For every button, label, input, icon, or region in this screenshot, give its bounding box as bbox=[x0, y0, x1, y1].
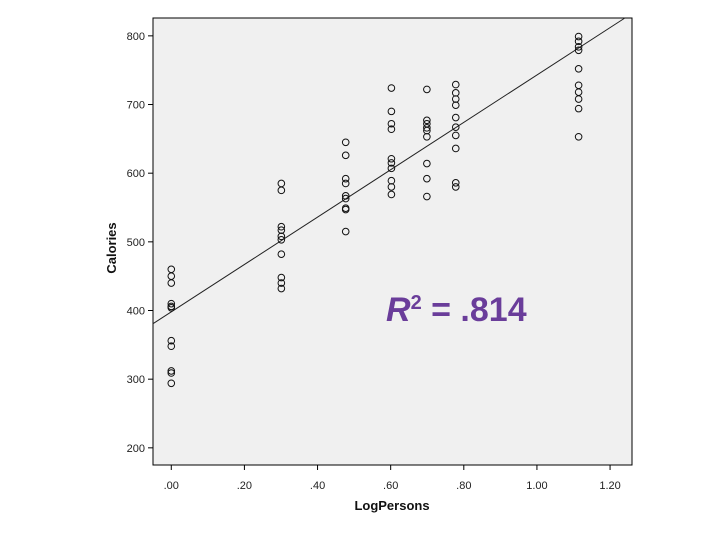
x-tick-label: 1.00 bbox=[526, 480, 547, 492]
data-point bbox=[423, 192, 431, 201]
x-axis: .00 .20 .40 .60 .80 1.00 1.20 bbox=[164, 465, 621, 492]
data-point bbox=[451, 178, 460, 187]
data-point bbox=[574, 43, 583, 51]
data-point bbox=[387, 107, 396, 116]
data-point bbox=[387, 84, 396, 92]
x-tick-label: 1.20 bbox=[599, 480, 620, 492]
data-point bbox=[387, 154, 396, 163]
data-point bbox=[167, 303, 176, 312]
data-point bbox=[277, 222, 286, 231]
data-point bbox=[277, 250, 286, 259]
y-tick-label: 800 bbox=[127, 31, 145, 43]
data-point bbox=[574, 46, 583, 55]
plot-area bbox=[152, 17, 633, 466]
data-point bbox=[277, 273, 286, 282]
data-point bbox=[167, 279, 176, 287]
r-superscript: 2 bbox=[411, 292, 422, 314]
r-squared-annotation: R2 = .814 bbox=[386, 291, 527, 329]
data-point bbox=[451, 80, 460, 89]
data-point bbox=[423, 124, 431, 132]
y-axis: 200 300 400 500 600 700 800 bbox=[127, 31, 153, 455]
y-tick-label: 600 bbox=[127, 168, 145, 180]
data-point bbox=[167, 379, 176, 388]
x-axis-title: LogPersons bbox=[354, 498, 429, 513]
data-point bbox=[341, 205, 350, 214]
data-point bbox=[341, 138, 350, 147]
data-point bbox=[423, 159, 431, 168]
y-tick-label: 700 bbox=[127, 100, 145, 112]
data-point bbox=[167, 369, 176, 377]
data-point bbox=[451, 123, 460, 131]
data-point bbox=[451, 113, 460, 122]
x-tick-label: .60 bbox=[383, 480, 398, 492]
data-point bbox=[277, 235, 286, 244]
data-point bbox=[574, 32, 583, 41]
data-point bbox=[423, 85, 431, 94]
data-point bbox=[387, 164, 396, 173]
data-point bbox=[574, 104, 583, 113]
data-point bbox=[341, 174, 350, 183]
r-value: = .814 bbox=[422, 291, 527, 329]
r-letter: R bbox=[386, 291, 411, 329]
data-point bbox=[574, 37, 583, 46]
data-point bbox=[574, 132, 583, 141]
data-point bbox=[387, 159, 396, 167]
data-point bbox=[277, 232, 286, 241]
data-point bbox=[277, 186, 286, 195]
data-point bbox=[387, 190, 396, 199]
x-tick-label: .40 bbox=[310, 480, 325, 492]
x-tick-label: .00 bbox=[164, 480, 179, 492]
data-point bbox=[341, 179, 350, 188]
data-point bbox=[387, 119, 396, 128]
x-tick-label: .20 bbox=[237, 480, 252, 492]
data-point bbox=[387, 125, 396, 134]
y-tick-label: 300 bbox=[127, 374, 145, 386]
data-point bbox=[277, 284, 286, 293]
data-point bbox=[341, 194, 350, 203]
data-point bbox=[387, 183, 396, 191]
data-point bbox=[341, 227, 350, 236]
data-point bbox=[167, 336, 176, 345]
data-point bbox=[341, 151, 350, 160]
data-point bbox=[574, 65, 583, 73]
data-point bbox=[451, 131, 460, 140]
y-tick-label: 200 bbox=[127, 443, 145, 455]
data-points bbox=[167, 32, 583, 388]
data-point bbox=[451, 183, 460, 191]
data-point bbox=[451, 101, 460, 110]
data-point bbox=[167, 367, 176, 375]
data-point bbox=[423, 116, 431, 125]
data-point bbox=[423, 132, 431, 141]
x-tick-label: .80 bbox=[456, 480, 471, 492]
data-point bbox=[423, 174, 431, 183]
data-point bbox=[277, 279, 286, 287]
data-point bbox=[167, 299, 176, 308]
y-tick-label: 500 bbox=[127, 237, 145, 249]
data-point bbox=[574, 95, 583, 103]
y-axis-title: Calories bbox=[104, 222, 119, 273]
data-point bbox=[167, 342, 176, 351]
data-point bbox=[341, 192, 350, 200]
data-point bbox=[451, 144, 460, 153]
y-tick-label: 400 bbox=[127, 306, 145, 318]
